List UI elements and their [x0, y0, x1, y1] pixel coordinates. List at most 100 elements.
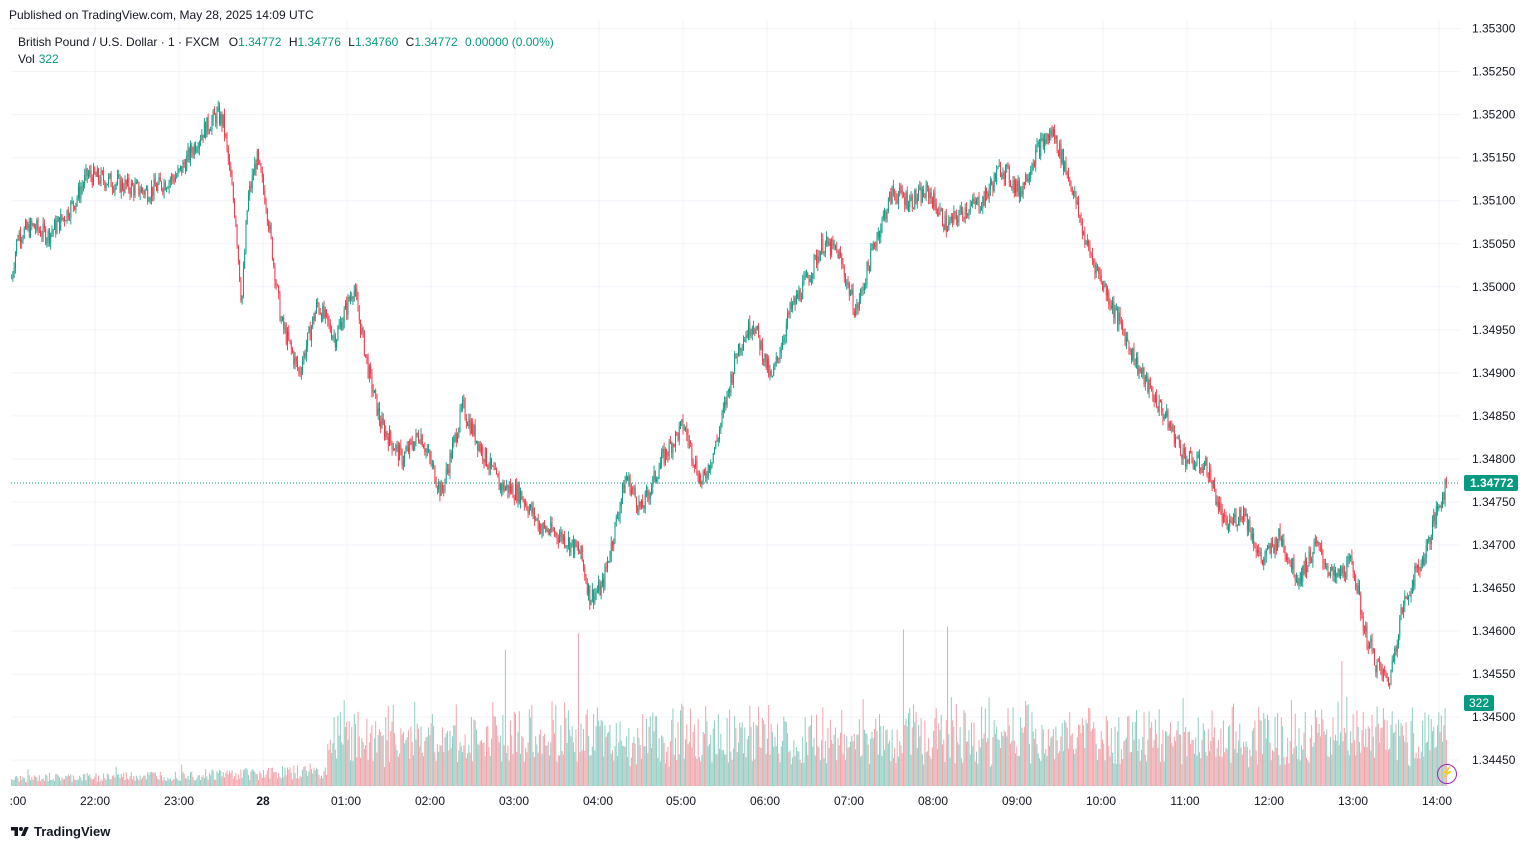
volume-bar [211, 769, 213, 786]
candle-body [1238, 521, 1239, 525]
volume-bar [1110, 728, 1112, 786]
candle-body [551, 522, 553, 531]
candle-body [808, 277, 810, 283]
candle-body [1440, 505, 1442, 508]
candle-body [1234, 514, 1236, 518]
candle-body [895, 193, 897, 200]
volume-bar [337, 715, 339, 786]
candle-body [90, 170, 92, 178]
candle-body [528, 508, 530, 514]
volume-bar [610, 753, 612, 786]
candle-body [952, 216, 954, 223]
volume-bar [865, 733, 867, 786]
volume-bar [482, 743, 484, 786]
volume-bar [664, 763, 666, 786]
volume-label[interactable]: Vol [18, 52, 35, 66]
volume-bar [40, 781, 42, 786]
x-axis: :00 22:00 23:00 28 01:00 02:00 03:00 04:00 05:00… [10, 794, 1453, 808]
candle-body [1181, 454, 1183, 459]
candle-body [1337, 569, 1339, 574]
lightning-bolt-icon[interactable]: ⚡ [1437, 764, 1457, 784]
candle-body [1065, 161, 1067, 172]
volume-bar [85, 780, 87, 786]
candle-body [644, 492, 646, 509]
volume-bar [161, 775, 163, 786]
candle-body [275, 281, 277, 286]
volume-bar [1139, 761, 1141, 786]
volume-bar [1391, 711, 1393, 786]
volume-bar [913, 704, 915, 786]
volume-bar [28, 775, 30, 786]
candle-body [635, 497, 637, 508]
candle-body [460, 407, 462, 409]
volume-bar [281, 766, 283, 786]
volume-bar [1347, 750, 1349, 786]
volume-bar [1303, 732, 1305, 786]
candle-body [261, 172, 263, 178]
volume-bar [104, 778, 106, 786]
candle-body [910, 196, 912, 200]
candle-body [792, 303, 794, 309]
volume-bar [1010, 743, 1012, 786]
candle-body [433, 463, 435, 467]
candle-body [402, 461, 404, 466]
candle-body [1052, 128, 1054, 137]
candle-body [377, 407, 379, 416]
close-value: 1.34772 [414, 35, 458, 49]
volume-bar [324, 767, 326, 786]
tradingview-footer[interactable]: TradingView [9, 824, 110, 839]
candle-body [72, 201, 74, 207]
volume-bar [1161, 744, 1163, 786]
candle-body [94, 167, 96, 174]
volume-bar [904, 725, 906, 786]
volume-bar [598, 720, 600, 786]
candle-body [115, 183, 117, 186]
candle-body [324, 309, 326, 318]
candle-body [1119, 312, 1121, 321]
candle-body [1091, 254, 1093, 261]
candle-body [1209, 469, 1210, 478]
candle-body [1193, 465, 1195, 469]
volume-bar [373, 738, 375, 786]
candle-body [240, 281, 242, 301]
candle-body [751, 327, 753, 334]
candle-body [347, 296, 349, 315]
candle-body [420, 434, 422, 443]
candle-body [1055, 135, 1057, 139]
candle-body [782, 341, 783, 350]
candle-body [326, 309, 327, 314]
candle-body [1405, 596, 1407, 598]
volume-bar [1306, 757, 1308, 786]
volume-bar [446, 730, 448, 786]
volume-bar [1187, 732, 1189, 786]
candle-body [1233, 517, 1234, 524]
volume-bar [1168, 734, 1170, 786]
volume-bar [921, 754, 923, 786]
candle-body [389, 430, 390, 446]
candle-body [1006, 165, 1008, 167]
candle-body [333, 335, 335, 337]
volume-bar [1317, 732, 1319, 786]
volume-bar [540, 729, 542, 786]
volume-bar [1100, 731, 1102, 786]
volume-bar [926, 751, 928, 786]
candle-body [1395, 648, 1397, 652]
volume-bar [649, 716, 651, 786]
volume-bar [1154, 719, 1156, 786]
candle-body [462, 399, 464, 408]
volume-bar [300, 776, 302, 786]
candle-body [1079, 215, 1081, 218]
volume-bar [450, 748, 452, 786]
volume-bar [1328, 757, 1330, 786]
volume-bar [399, 753, 401, 786]
candle-body [356, 289, 358, 299]
candle-body [721, 412, 723, 424]
volume-bar [1269, 742, 1271, 786]
candle-body [142, 188, 144, 192]
candle-body [1137, 357, 1139, 374]
volume-bar [109, 779, 111, 786]
symbol-title[interactable]: British Pound / U.S. Dollar · 1 · FXCM [18, 35, 220, 49]
volume-bar [177, 779, 179, 786]
candle-body [1298, 583, 1300, 585]
